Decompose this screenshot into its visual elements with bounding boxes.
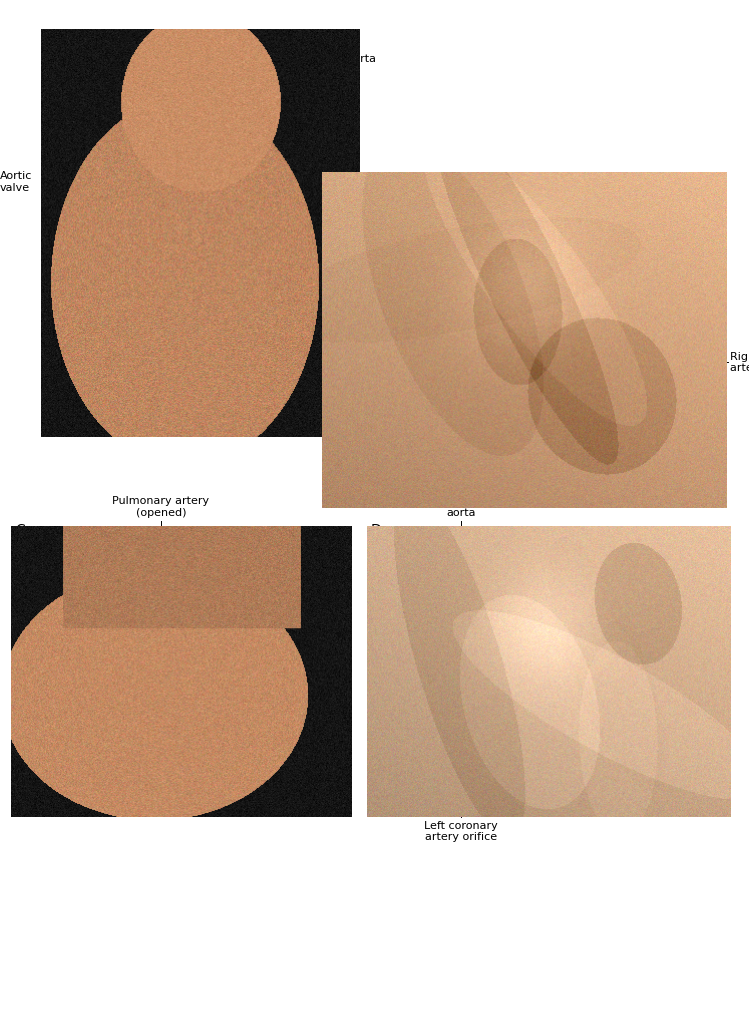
Text: Aorta: Aorta (347, 54, 377, 64)
Text: Aortic
valve: Aortic valve (0, 171, 32, 193)
Text: Left coronary
artery orifice: Left coronary artery orifice (424, 821, 497, 842)
Text: A: A (45, 28, 55, 42)
Text: Right coronary
artery orifice: Right coronary artery orifice (730, 351, 749, 374)
Text: D: D (371, 523, 381, 537)
Text: C: C (15, 523, 25, 537)
Text: RV: RV (64, 638, 79, 648)
Text: Ascending
aorta: Ascending aorta (431, 496, 490, 518)
Text: Pulmonary artery
(opened): Pulmonary artery (opened) (112, 496, 210, 518)
Text: B: B (328, 469, 338, 483)
